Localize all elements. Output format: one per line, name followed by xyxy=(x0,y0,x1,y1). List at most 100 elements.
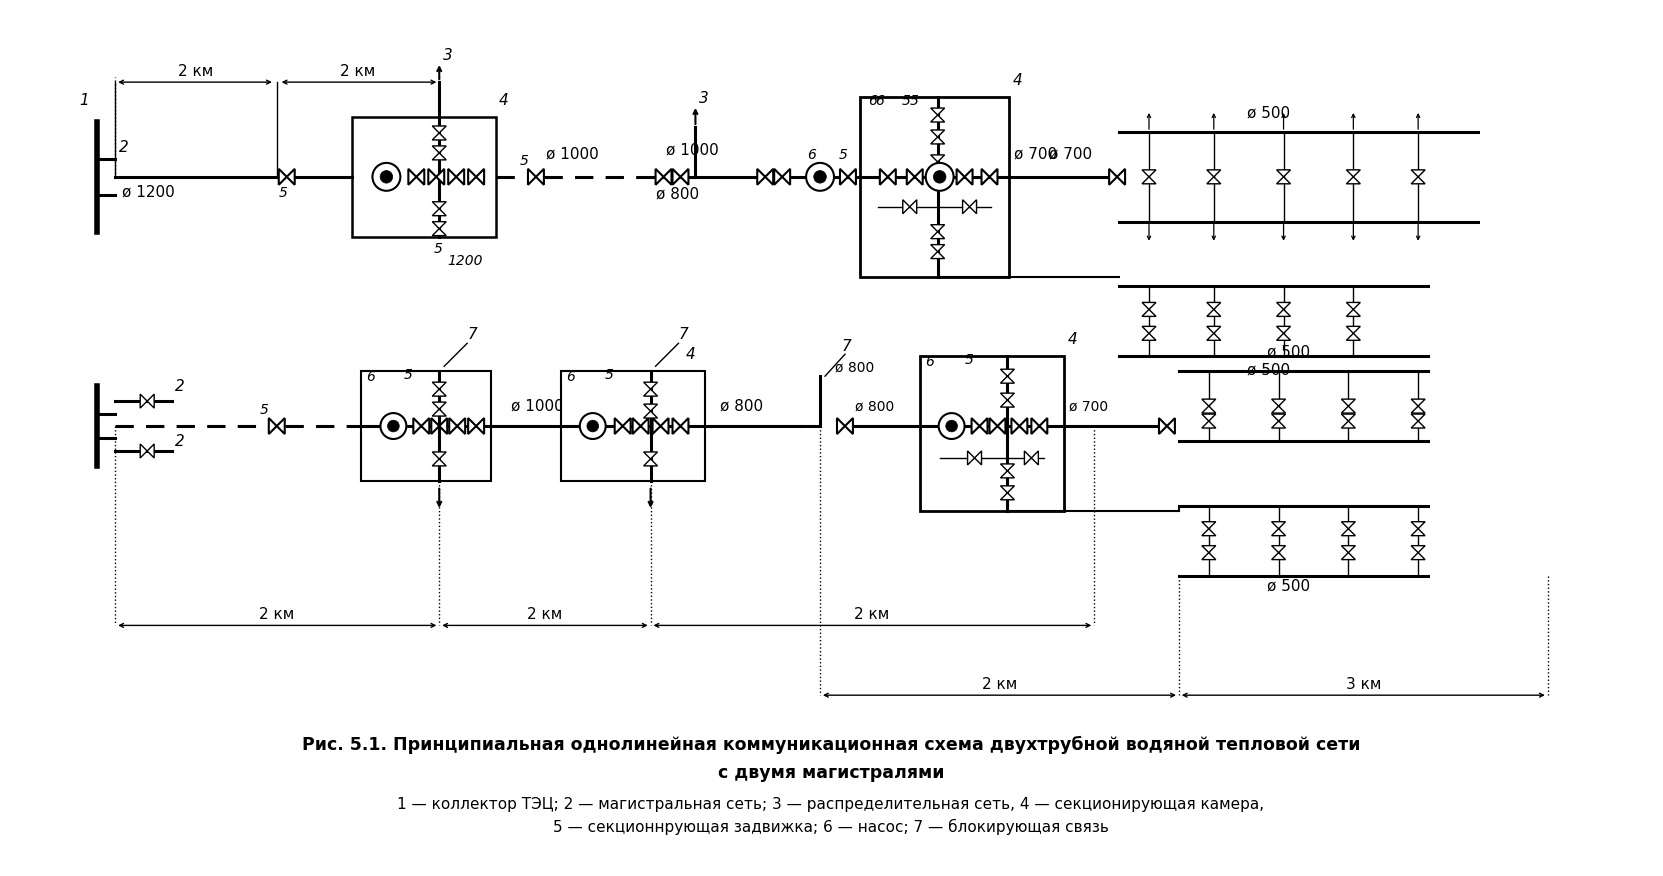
Polygon shape xyxy=(672,169,680,185)
Polygon shape xyxy=(432,452,446,459)
Text: 3 км: 3 км xyxy=(1345,677,1380,692)
Text: 5: 5 xyxy=(901,94,911,108)
Polygon shape xyxy=(469,418,476,434)
Polygon shape xyxy=(1347,327,1360,334)
Polygon shape xyxy=(276,418,284,434)
Text: ø 800: ø 800 xyxy=(855,399,895,413)
Text: 6: 6 xyxy=(807,148,817,162)
Polygon shape xyxy=(1142,327,1156,334)
Text: ø 800: ø 800 xyxy=(655,187,698,201)
Polygon shape xyxy=(1412,170,1425,177)
Polygon shape xyxy=(644,389,657,396)
Polygon shape xyxy=(1142,309,1156,316)
Polygon shape xyxy=(1412,406,1425,413)
Polygon shape xyxy=(1272,529,1285,536)
Polygon shape xyxy=(416,169,424,185)
Polygon shape xyxy=(655,169,664,185)
Polygon shape xyxy=(680,169,688,185)
Polygon shape xyxy=(880,169,888,185)
Text: 5: 5 xyxy=(404,368,412,382)
Polygon shape xyxy=(782,169,790,185)
Bar xyxy=(351,117,496,237)
Circle shape xyxy=(946,420,958,432)
Polygon shape xyxy=(1412,553,1425,560)
Polygon shape xyxy=(1202,553,1216,560)
Polygon shape xyxy=(757,169,765,185)
Text: 5: 5 xyxy=(910,94,918,108)
Polygon shape xyxy=(1272,414,1285,421)
Polygon shape xyxy=(1347,177,1360,184)
Text: 2: 2 xyxy=(175,379,185,394)
Polygon shape xyxy=(644,459,657,466)
Polygon shape xyxy=(1207,309,1221,316)
Polygon shape xyxy=(409,169,416,185)
Text: 2 км: 2 км xyxy=(339,64,376,79)
Polygon shape xyxy=(148,444,155,458)
Polygon shape xyxy=(1207,327,1221,334)
Polygon shape xyxy=(429,169,436,185)
Polygon shape xyxy=(1342,522,1355,529)
Text: ø 1000: ø 1000 xyxy=(545,147,599,162)
Bar xyxy=(920,357,1064,511)
Polygon shape xyxy=(998,418,1006,434)
Polygon shape xyxy=(931,224,945,231)
Polygon shape xyxy=(1001,464,1014,471)
Polygon shape xyxy=(1202,522,1216,529)
Text: 2 км: 2 км xyxy=(855,607,890,623)
Polygon shape xyxy=(845,418,853,434)
Polygon shape xyxy=(660,418,669,434)
Polygon shape xyxy=(279,169,286,185)
Polygon shape xyxy=(1277,170,1290,177)
Polygon shape xyxy=(915,169,923,185)
Circle shape xyxy=(373,163,401,191)
Polygon shape xyxy=(1347,334,1360,340)
Bar xyxy=(361,371,491,481)
Polygon shape xyxy=(644,411,657,418)
Text: ø 800: ø 800 xyxy=(720,398,763,413)
Polygon shape xyxy=(469,169,476,185)
Polygon shape xyxy=(644,452,657,459)
Polygon shape xyxy=(1011,418,1019,434)
Text: ø 700: ø 700 xyxy=(1069,399,1108,413)
Polygon shape xyxy=(1277,334,1290,340)
Text: Рис. 5.1. Принципиальная однолинейная коммуникационная схема двухтрубной водяной: Рис. 5.1. Принципиальная однолинейная ко… xyxy=(301,736,1360,754)
Polygon shape xyxy=(1347,302,1360,309)
Polygon shape xyxy=(1412,399,1425,406)
Polygon shape xyxy=(775,169,782,185)
Polygon shape xyxy=(432,402,446,409)
Text: 2: 2 xyxy=(120,140,130,155)
Polygon shape xyxy=(1272,553,1285,560)
Polygon shape xyxy=(1142,334,1156,340)
Polygon shape xyxy=(1001,471,1014,478)
Polygon shape xyxy=(1347,170,1360,177)
Polygon shape xyxy=(476,169,484,185)
Polygon shape xyxy=(1342,421,1355,428)
Polygon shape xyxy=(140,444,148,458)
Polygon shape xyxy=(1207,177,1221,184)
Polygon shape xyxy=(1342,553,1355,560)
Polygon shape xyxy=(432,229,446,236)
Polygon shape xyxy=(989,418,998,434)
Text: ø 500: ø 500 xyxy=(1247,362,1290,378)
Polygon shape xyxy=(1031,451,1038,465)
Polygon shape xyxy=(1001,486,1014,493)
Polygon shape xyxy=(970,200,976,214)
Polygon shape xyxy=(457,418,466,434)
Polygon shape xyxy=(989,169,998,185)
Polygon shape xyxy=(1001,393,1014,400)
Text: 7: 7 xyxy=(841,339,851,354)
Polygon shape xyxy=(622,418,630,434)
Polygon shape xyxy=(1202,414,1216,421)
Text: с двумя магистралями: с двумя магистралями xyxy=(718,764,945,782)
Polygon shape xyxy=(664,169,672,185)
Polygon shape xyxy=(1024,451,1031,465)
Circle shape xyxy=(933,171,946,183)
Polygon shape xyxy=(432,126,446,133)
Polygon shape xyxy=(1001,400,1014,407)
Circle shape xyxy=(587,420,599,432)
Polygon shape xyxy=(971,418,980,434)
Polygon shape xyxy=(1167,418,1174,434)
Polygon shape xyxy=(1342,399,1355,406)
Circle shape xyxy=(926,163,953,191)
Polygon shape xyxy=(931,155,945,162)
